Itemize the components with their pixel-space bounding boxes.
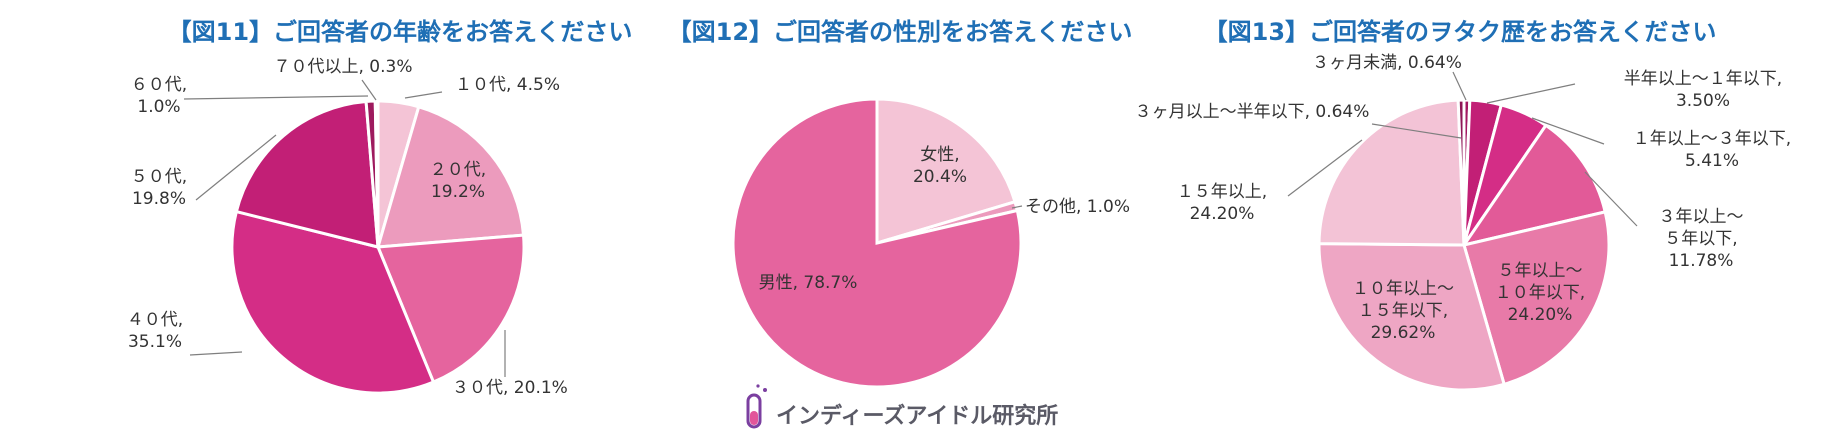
slice-data-label: ５年以上～１０年以下, 24.20% — [1495, 261, 1585, 325]
slice-data-label: ３０代, 20.1% — [452, 378, 568, 398]
pie-chart-gender: 女性, 20.4% その他, 1.0% 男性, 78.7% — [731, 97, 1130, 389]
pie-slice — [375, 233, 526, 385]
pie-slice — [1462, 210, 1611, 387]
pie-slice — [234, 99, 380, 249]
leader-line — [195, 134, 277, 201]
pie-slice — [1317, 242, 1507, 392]
chart-title-gender: 【図12】ご回答者の性別をお答えください — [668, 18, 1133, 46]
leader-line — [361, 79, 377, 101]
pie-chart-otaku-history: ３ヶ月未満, 0.64% 半年以上～１年以下, 3.50% １年以上～３年以下, 5.4… — [1135, 53, 1791, 392]
slice-data-label: １年以上～３年以下, 5.41% — [1633, 129, 1791, 171]
leader-line — [1011, 205, 1023, 209]
slice-data-label: ５０代, 19.8% — [131, 167, 187, 209]
pie-slice — [1317, 98, 1466, 247]
slice-data-label: 半年以上～１年以下, 3.50% — [1624, 69, 1782, 111]
leader-line — [1452, 71, 1467, 101]
slice-data-label: ２０代, 19.2% — [430, 160, 486, 202]
slice-data-label: １０年以上～１５年以下, 29.62% — [1352, 279, 1454, 343]
pie-slice — [731, 97, 1023, 389]
slice-data-label: １０代, 4.5% — [455, 75, 560, 95]
slice-data-label: 男性, 78.7% — [759, 273, 858, 293]
leader-line — [404, 91, 443, 99]
slice-data-label: ３年以上～５年以下, 11.78% — [1659, 207, 1744, 271]
pie-slice — [1456, 98, 1466, 246]
leader-line — [189, 351, 243, 356]
pie-slice — [1460, 123, 1607, 248]
slice-data-label: ３ヶ月以上～半年以下, 0.64% — [1135, 102, 1370, 122]
logo-text: インディーズアイドル研究所 — [776, 403, 1058, 429]
pie-chart-age: １０代, 4.5% ２０代, 19.2% ３０代, 20.1% ４０代, 35.1% ５０代… — [127, 57, 568, 398]
leader-line — [183, 95, 369, 100]
slice-data-label: １５年以上, 24.20% — [1177, 182, 1267, 224]
test-tube-icon — [746, 384, 767, 429]
slice-data-label: ３ヶ月未満, 0.64% — [1312, 53, 1462, 73]
slice-data-label: ６０代, 1.0% — [131, 75, 187, 117]
leader-line — [1531, 117, 1605, 145]
leader-line — [1584, 171, 1638, 227]
slice-data-label: 女性, 20.4% — [913, 145, 967, 187]
leader-line — [1486, 83, 1576, 104]
leader-line — [1371, 123, 1462, 139]
leader-line — [1287, 139, 1363, 197]
pie-slice — [373, 99, 380, 248]
pie-slice — [230, 209, 436, 395]
slice-data-label: その他, 1.0% — [1025, 197, 1130, 217]
pie-slice — [875, 97, 1017, 246]
chart-title-otaku-history: 【図13】ご回答者のヲタク歴をお答えください — [1204, 18, 1717, 46]
pie-slice — [375, 104, 526, 249]
slice-data-label: ７０代以上, 0.3% — [274, 57, 413, 77]
slice-data-label: ４０代, 35.1% — [127, 310, 183, 352]
logo: インディーズアイドル研究所 — [746, 384, 1058, 429]
chart-title-age: 【図11】ご回答者の年齢をお答えください — [168, 18, 633, 46]
